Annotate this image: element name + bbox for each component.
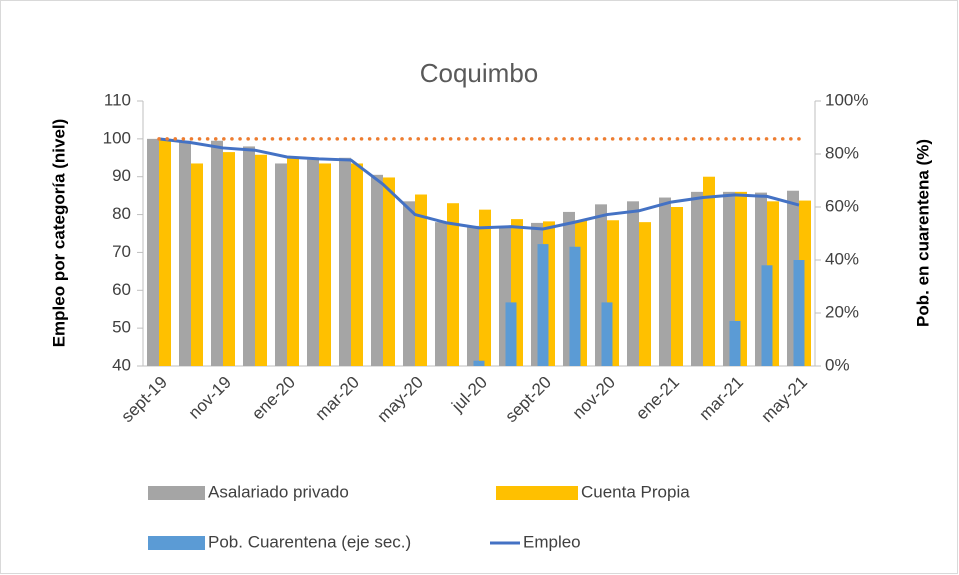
- bar: [729, 320, 741, 366]
- bar: [191, 163, 203, 366]
- bar: [435, 222, 447, 366]
- y2-tick-label: 20%: [825, 302, 859, 321]
- y2-tick-label: 100%: [825, 90, 868, 109]
- bar: [415, 194, 427, 366]
- bar: [793, 260, 805, 366]
- bar: [627, 201, 639, 366]
- bar: [339, 157, 351, 366]
- bar: [211, 140, 223, 366]
- bar: [479, 209, 491, 366]
- y-tick-label: 60: [112, 280, 131, 299]
- bar: [467, 225, 479, 366]
- bar: [537, 244, 549, 366]
- bar: [371, 174, 383, 366]
- bar: [275, 163, 287, 366]
- bar: [307, 159, 319, 366]
- legend-swatch: [148, 536, 205, 550]
- y2-tick-label: 80%: [825, 143, 859, 162]
- y-tick-label: 40: [112, 355, 131, 374]
- bar: [223, 152, 235, 366]
- bar: [147, 138, 159, 366]
- bar: [639, 222, 651, 366]
- chart-title: Coquimbo: [420, 58, 539, 88]
- legend-label: Empleo: [523, 532, 581, 551]
- y-axis-title: Empleo por categoría (nivel): [49, 119, 68, 348]
- bar: [179, 140, 191, 366]
- bar: [703, 176, 715, 366]
- y-tick-label: 50: [112, 318, 131, 337]
- line: [158, 137, 800, 231]
- bar: [447, 203, 459, 366]
- y-tick-label: 110: [104, 90, 131, 109]
- bar: [761, 265, 773, 366]
- legend-label: Cuenta Propia: [581, 482, 690, 501]
- y2-tick-label: 40%: [825, 249, 859, 268]
- y-tick-label: 100: [103, 128, 131, 147]
- bar: [505, 302, 517, 366]
- bar: [569, 246, 581, 366]
- bar: [691, 191, 703, 366]
- bar: [319, 163, 331, 366]
- bar: [287, 157, 299, 366]
- bar: [671, 207, 683, 366]
- legend-label: Pob. Cuarentena (eje sec.): [208, 532, 411, 551]
- bar: [255, 154, 267, 366]
- bar: [383, 177, 395, 366]
- y2-axis-title: Pob. en cuarentena (%): [913, 139, 932, 327]
- bar: [159, 138, 171, 366]
- y-tick-label: 70: [112, 242, 131, 261]
- bar: [601, 302, 613, 366]
- legend-label: Asalariado privado: [208, 482, 349, 501]
- bar: [403, 201, 415, 366]
- legend-swatch: [496, 486, 578, 500]
- y2-tick-label: 60%: [825, 196, 859, 215]
- y-tick-label: 80: [112, 204, 131, 223]
- bar: [473, 360, 485, 366]
- legend-swatch: [148, 486, 205, 500]
- y2-tick-label: 0%: [825, 355, 850, 374]
- bar: [351, 163, 363, 366]
- bar: [659, 197, 671, 366]
- bar: [243, 146, 255, 366]
- y-tick-label: 90: [112, 166, 131, 185]
